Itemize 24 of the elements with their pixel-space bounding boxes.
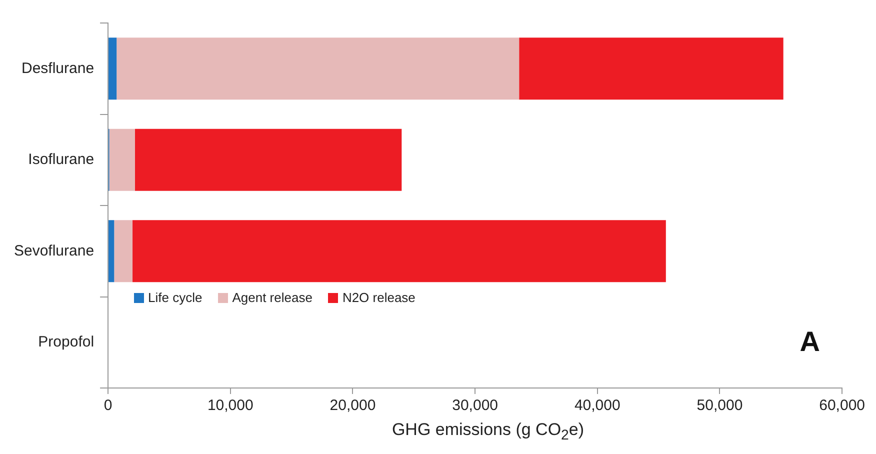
bar — [108, 38, 117, 100]
x-tick-label: 10,000 — [207, 397, 254, 414]
bar — [134, 128, 402, 191]
bar — [116, 38, 520, 100]
x-tick-label: 30,000 — [452, 397, 498, 414]
bar — [114, 220, 133, 282]
x-tick-label: 20,000 — [330, 397, 376, 414]
x-tick-label: 50,000 — [696, 397, 743, 414]
annotation: A — [800, 326, 820, 358]
legend-label: N2O release — [342, 290, 416, 305]
x-tick-label: 60,000 — [819, 397, 866, 414]
bar — [519, 38, 784, 100]
bar — [132, 220, 666, 282]
x-axis-title: GHG emissions (g CO$_{2}$e) — [390, 420, 586, 444]
y-tick-label: Isoflurane — [28, 151, 94, 168]
bar — [108, 220, 114, 282]
legend-label: Agent release — [232, 290, 312, 305]
y-tick-label: Propofol — [38, 334, 94, 351]
y-tick-label: Desflurane — [22, 60, 94, 77]
bar — [109, 128, 135, 191]
y-tick-label: Sevoflurane — [14, 242, 94, 260]
x-tick-label: 40,000 — [574, 397, 620, 414]
x-tick-label: 0 — [104, 397, 112, 414]
legend-label: Life cycle — [148, 290, 202, 305]
